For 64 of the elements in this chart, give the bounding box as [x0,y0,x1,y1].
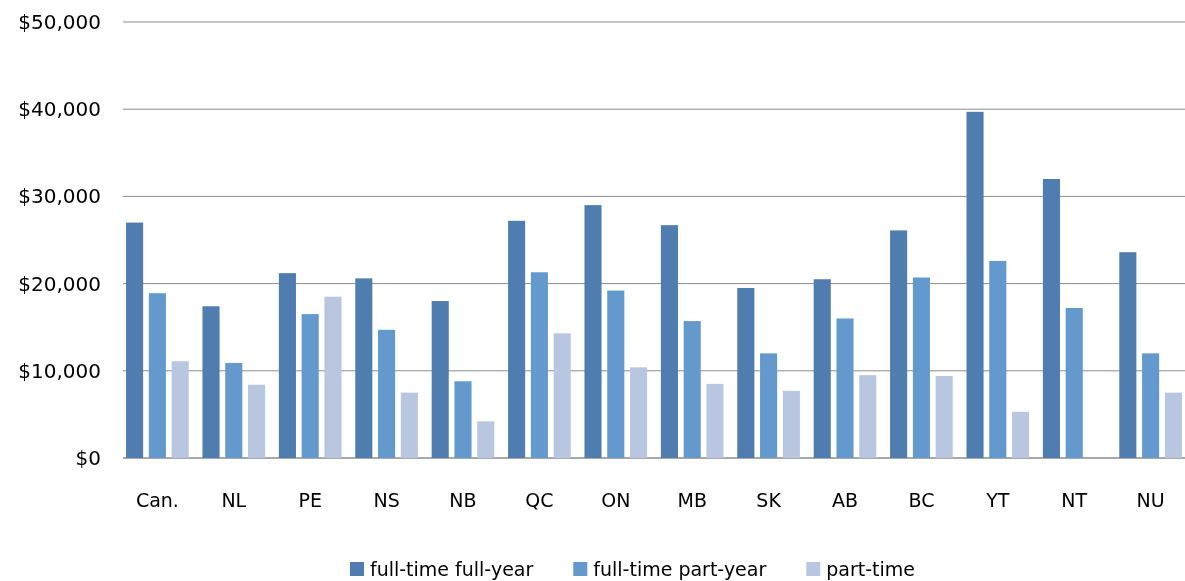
x-tick-label: SK [756,489,782,512]
x-tick-label: YT [985,489,1010,512]
x-tick-label: MB [677,489,707,512]
bar [355,278,373,458]
x-tick-label: PE [298,489,322,512]
bar [706,383,724,458]
bar [912,277,930,458]
x-tick-label: NT [1061,489,1088,512]
x-tick-label: QC [525,489,554,512]
bar [324,296,342,458]
bar [1012,411,1030,458]
bar [683,321,701,458]
bar [1142,353,1160,458]
bar [278,273,296,458]
x-tick-label: NB [449,489,477,512]
bar [935,376,953,458]
bar [584,205,602,458]
x-tick-label: NL [221,489,247,512]
bar [431,301,449,458]
bar [1164,392,1182,458]
x-tick-label: Can. [135,489,179,512]
bar [859,375,877,458]
bar [148,293,166,458]
x-tick-label: AB [831,489,859,512]
y-tick-label: $40,000 [18,97,101,122]
bar [171,361,189,458]
bar [1065,308,1083,458]
legend-label: full-time full-year [369,558,534,580]
bar [836,318,854,458]
y-tick-label: $50,000 [18,9,101,34]
bar [813,279,831,458]
bar [126,222,144,458]
bar [400,392,418,458]
bar [660,225,678,458]
legend-label: part-time [826,558,916,580]
bar [477,421,495,458]
y-tick-label: $20,000 [18,271,101,296]
bar [301,314,319,458]
x-tick-label: NU [1136,489,1165,512]
bar [1042,178,1060,458]
bar [530,272,548,458]
bar [202,306,220,458]
bar [607,290,625,458]
bar [248,384,266,458]
bar [1119,252,1137,458]
x-tick-label: NS [373,489,400,512]
legend-label: full-time part-year [593,558,767,580]
bar [553,333,571,458]
bar [737,287,755,458]
x-tick-label: BC [908,489,935,512]
bar [989,260,1007,458]
bar [966,111,984,458]
y-tick-label: $30,000 [18,184,101,209]
bar [225,362,243,458]
bar [630,367,648,458]
bar [508,220,526,458]
y-tick-label: $0 [75,445,101,470]
bar [760,353,778,458]
bar [782,390,800,458]
x-tick-label: ON [601,489,631,512]
bar [378,329,396,458]
y-tick-label: $10,000 [18,358,101,383]
bar [454,381,472,458]
bar [890,230,908,458]
